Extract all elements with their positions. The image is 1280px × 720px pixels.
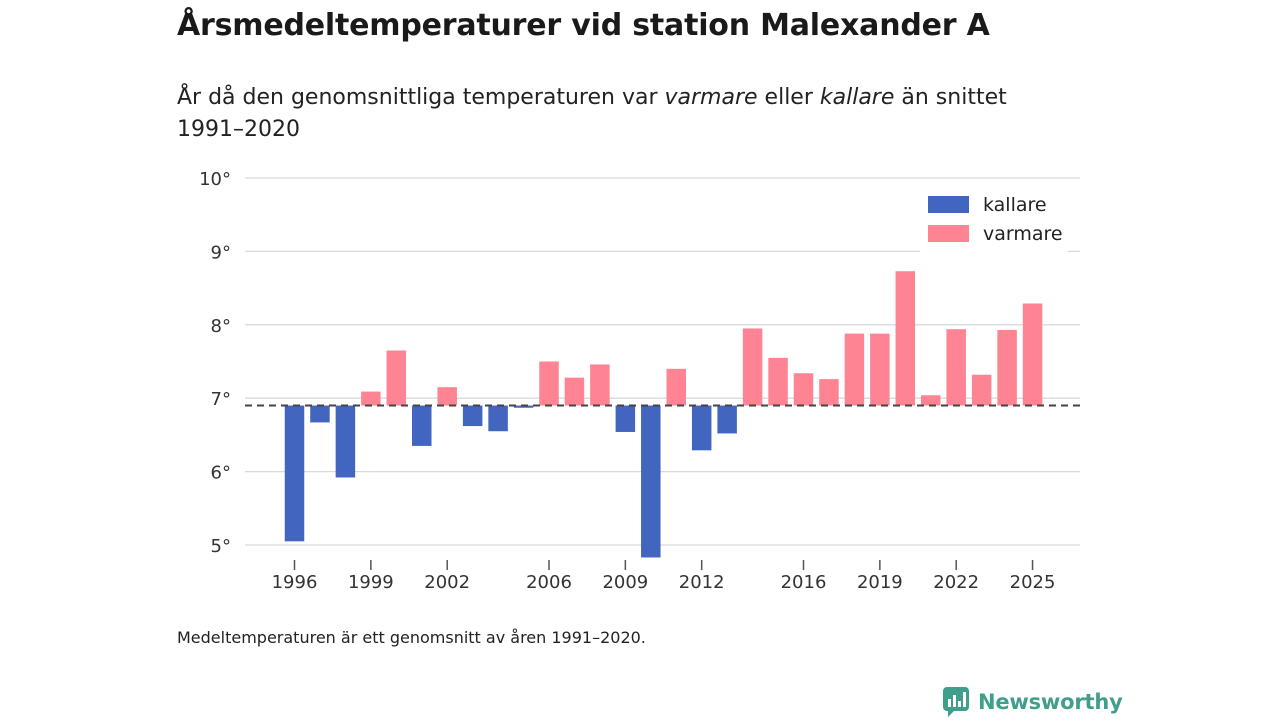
y-tick-label: 8° xyxy=(211,316,231,337)
y-tick-label: 5° xyxy=(211,536,231,557)
bar-2003 xyxy=(462,405,483,427)
x-tick-label: 2016 xyxy=(781,572,827,593)
bar-2023 xyxy=(971,374,992,406)
bar-2017 xyxy=(819,379,839,406)
legend-swatch-varmare xyxy=(928,225,969,242)
bar-2004 xyxy=(488,405,508,432)
x-tick-label: 2022 xyxy=(933,572,979,593)
bar-2022 xyxy=(946,329,966,406)
y-tick-label: 7° xyxy=(211,389,231,410)
bar-2016 xyxy=(793,373,814,406)
brand[interactable]: Newsworthy xyxy=(942,686,1123,718)
bar-2000 xyxy=(386,350,407,406)
x-tick-label: 2012 xyxy=(679,572,725,593)
x-tick-label: 1999 xyxy=(348,572,394,593)
bar-2018 xyxy=(844,333,865,406)
bar-2006 xyxy=(539,361,559,406)
chart-subtitle: År då den genomsnittliga temperaturen va… xyxy=(177,82,1057,146)
bar-2021 xyxy=(921,395,941,406)
bar-2001 xyxy=(412,405,432,446)
bar-2015 xyxy=(768,357,788,406)
bar-1998 xyxy=(335,405,356,478)
y-tick-label: 9° xyxy=(211,242,231,263)
chart-caption: Medeltemperaturen är ett genomsnitt av å… xyxy=(177,628,646,647)
x-tick-label: 1996 xyxy=(272,572,318,593)
x-tick-label: 2019 xyxy=(857,572,903,593)
subtitle-prefix: År då den genomsnittliga temperaturen va… xyxy=(177,85,665,110)
bar-2007 xyxy=(564,377,585,406)
bar-2013 xyxy=(717,405,737,434)
bar-1999 xyxy=(361,391,381,406)
bar-2020 xyxy=(895,271,916,406)
bar-2019 xyxy=(870,333,890,406)
brand-name: Newsworthy xyxy=(978,690,1123,714)
chart-title: Årsmedeltemperaturer vid station Malexan… xyxy=(177,8,990,43)
bar-2024 xyxy=(997,329,1017,406)
newsworthy-logo-icon xyxy=(943,687,969,717)
bar-2025 xyxy=(1022,303,1043,406)
bar-1996 xyxy=(284,405,305,542)
subtitle-emphasis-kallare: kallare xyxy=(819,85,895,110)
x-tick-label: 2006 xyxy=(526,572,572,593)
bar-2008 xyxy=(590,364,610,406)
bar-2002 xyxy=(437,387,457,406)
bar-2014 xyxy=(742,328,763,406)
y-tick-label: 6° xyxy=(211,463,231,484)
bar-2005 xyxy=(513,405,534,408)
bar-2010 xyxy=(641,405,661,558)
x-tick-label: 2025 xyxy=(1010,572,1056,593)
legend-label-varmare: varmare xyxy=(983,223,1063,245)
subtitle-emphasis-varmare: varmare xyxy=(664,85,758,110)
y-tick-label: 10° xyxy=(199,169,231,190)
subtitle-mid: eller xyxy=(757,85,820,110)
bar-2009 xyxy=(615,405,636,432)
legend-swatch-kallare xyxy=(928,196,969,213)
subtitle-suffix: än snittet 1991–2020 xyxy=(177,85,1007,142)
legend-label-kallare: kallare xyxy=(983,194,1047,216)
temperature-bar-chart: 5° 6° 7° 8° 9° 10° 1996 1999 2002 2006 2009 2012 201… xyxy=(199,169,1080,593)
x-tick-label: 2002 xyxy=(424,572,470,593)
x-tick-label: 2009 xyxy=(602,572,648,593)
bar-2012 xyxy=(691,405,712,451)
bar-2011 xyxy=(666,368,686,406)
bar-1997 xyxy=(310,405,330,423)
